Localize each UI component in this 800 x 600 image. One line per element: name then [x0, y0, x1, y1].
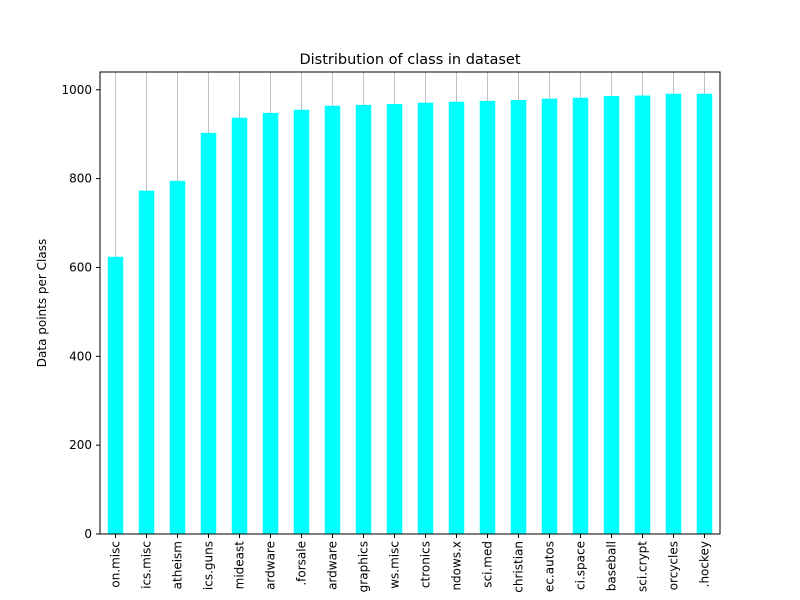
- bar: [665, 93, 682, 535]
- chart-title: Distribution of class in dataset: [299, 52, 520, 68]
- x-tick-label: ec.autos: [543, 541, 557, 592]
- bar: [107, 256, 124, 534]
- bar: [634, 95, 651, 535]
- bar: [448, 101, 465, 534]
- y-tick-label: 400: [69, 349, 92, 363]
- x-tick-label: atheism: [171, 541, 185, 589]
- bar: [696, 93, 713, 535]
- x-tick-label: ardware: [264, 541, 278, 590]
- bar: [138, 190, 155, 534]
- y-tick-label: 0: [84, 527, 92, 541]
- y-axis-label: Data points per Class: [35, 239, 49, 367]
- x-tick-label: sci.med: [481, 541, 495, 588]
- y-tick-label: 600: [69, 260, 92, 274]
- x-tick-label: .hockey: [698, 541, 712, 587]
- x-tick-label: orcycles: [667, 541, 681, 590]
- x-tick-label: ctronics: [419, 541, 433, 588]
- x-tick-label: .forsale: [295, 541, 309, 586]
- bar: [541, 98, 558, 535]
- bar: [355, 104, 372, 534]
- bar: [262, 112, 279, 534]
- bar: [510, 99, 527, 534]
- bar: [293, 109, 310, 534]
- x-tick-label: ardware: [326, 541, 340, 590]
- x-tick-label: sci.crypt: [636, 541, 650, 592]
- y-tick-label: 800: [69, 172, 92, 186]
- plot-frame: [99, 71, 721, 535]
- y-tick-label: 1000: [61, 83, 92, 97]
- x-tick-label: ndows.x: [450, 541, 464, 591]
- x-tick-label: ws.misc: [388, 541, 402, 589]
- x-tick-label: baseball: [605, 541, 619, 591]
- bar: [231, 117, 248, 534]
- bar: [603, 95, 620, 534]
- y-tick-label: 200: [69, 438, 92, 452]
- x-tick-label: christian: [512, 541, 526, 593]
- x-tick-label: ics.misc: [140, 541, 154, 589]
- bar: [417, 102, 434, 535]
- x-tick-label: mideast: [233, 541, 247, 590]
- bar: [169, 180, 186, 534]
- x-tick-label: ci.space: [574, 541, 588, 590]
- bar: [386, 103, 403, 534]
- x-tick-label: ics.guns: [202, 541, 216, 590]
- bar: [479, 100, 496, 534]
- bar: [324, 105, 341, 534]
- bar: [572, 97, 589, 534]
- x-tick-label: graphics: [357, 541, 371, 592]
- bar: [200, 132, 217, 534]
- x-tick-label: on.misc: [109, 541, 123, 588]
